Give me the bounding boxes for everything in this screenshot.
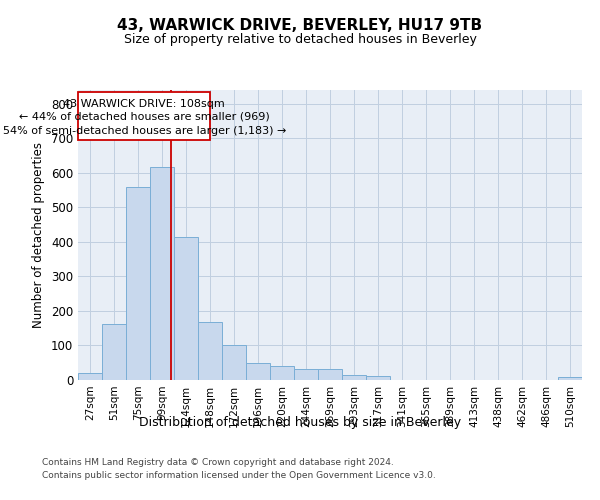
Bar [174, 236, 198, 380]
Bar [318, 368, 342, 380]
Y-axis label: Number of detached properties: Number of detached properties [32, 142, 46, 328]
Bar [78, 373, 102, 380]
Bar [558, 377, 582, 380]
Bar [79, 92, 210, 140]
Text: ← 44% of detached houses are smaller (969): ← 44% of detached houses are smaller (96… [19, 112, 269, 122]
Bar [150, 167, 174, 380]
Bar [222, 345, 246, 380]
Text: Contains public sector information licensed under the Open Government Licence v3: Contains public sector information licen… [42, 472, 436, 480]
Bar [126, 186, 150, 380]
Bar [246, 362, 270, 380]
Text: Distribution of detached houses by size in Beverley: Distribution of detached houses by size … [139, 416, 461, 429]
Text: 43, WARWICK DRIVE, BEVERLEY, HU17 9TB: 43, WARWICK DRIVE, BEVERLEY, HU17 9TB [118, 18, 482, 32]
Bar [270, 366, 294, 380]
Bar [294, 368, 318, 380]
Text: Size of property relative to detached houses in Beverley: Size of property relative to detached ho… [124, 32, 476, 46]
Text: 54% of semi-detached houses are larger (1,183) →: 54% of semi-detached houses are larger (… [2, 126, 286, 136]
Text: 43 WARWICK DRIVE: 108sqm: 43 WARWICK DRIVE: 108sqm [64, 99, 225, 109]
Bar [198, 322, 222, 380]
Text: Contains HM Land Registry data © Crown copyright and database right 2024.: Contains HM Land Registry data © Crown c… [42, 458, 394, 467]
Bar [102, 324, 126, 380]
Bar [342, 375, 366, 380]
Bar [366, 376, 390, 380]
